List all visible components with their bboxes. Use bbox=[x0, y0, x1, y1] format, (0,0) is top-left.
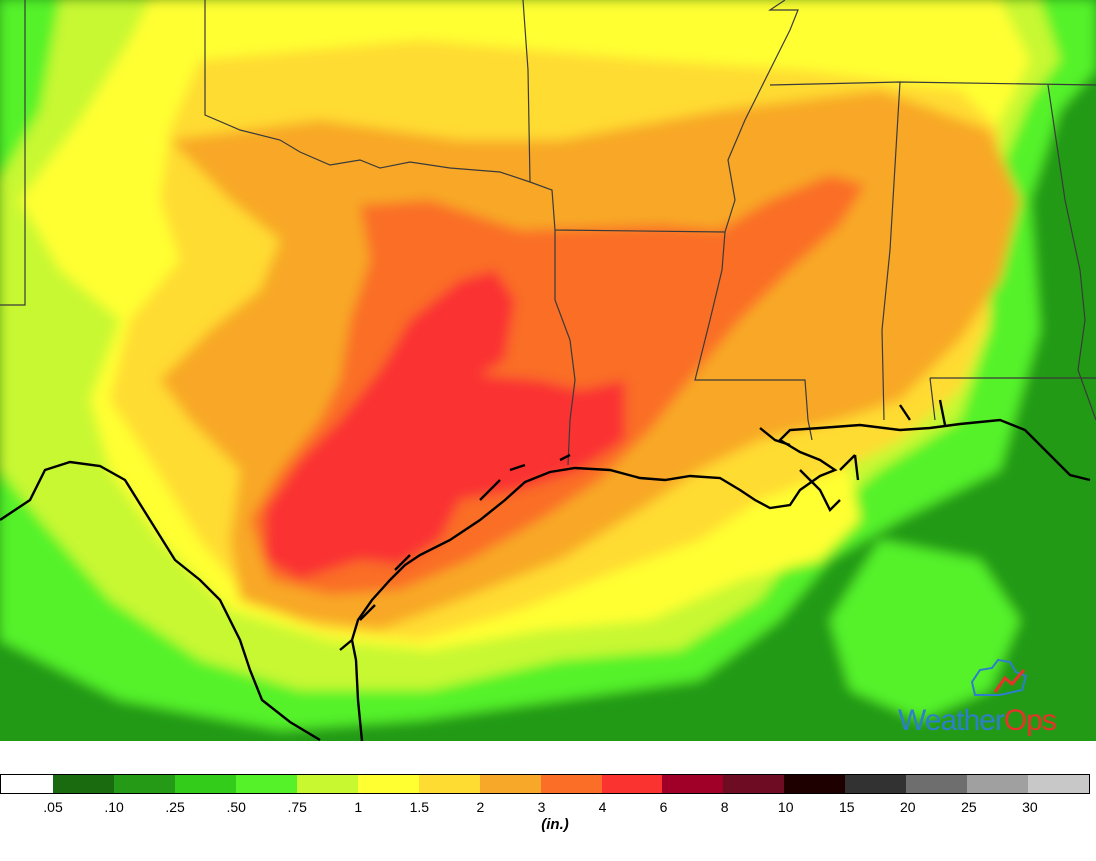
legend-swatch bbox=[723, 775, 785, 793]
precipitation-map: WeatherOps bbox=[0, 0, 1096, 741]
legend-tick-label: 1.5 bbox=[409, 799, 430, 815]
legend-tick-label: 30 bbox=[1022, 799, 1038, 815]
legend-swatch bbox=[235, 775, 297, 793]
legend-swatch bbox=[1, 775, 53, 793]
legend-swatch bbox=[418, 775, 480, 793]
precip-shading-0.50-0.75 bbox=[830, 540, 1020, 720]
legend-tick-label: 8 bbox=[720, 799, 729, 815]
legend-swatch bbox=[967, 775, 1029, 793]
weatherops-logo: WeatherOps bbox=[898, 658, 1057, 737]
legend-tick-label: .10 bbox=[104, 799, 124, 815]
legend-tick-label: 10 bbox=[777, 799, 794, 815]
legend-tick-label: 4 bbox=[598, 799, 607, 815]
legend-swatch bbox=[540, 775, 602, 793]
legend-tick-label: 1 bbox=[354, 799, 363, 815]
legend-tick-label: .25 bbox=[165, 799, 185, 815]
legend-swatch bbox=[1028, 775, 1090, 793]
legend-swatch bbox=[357, 775, 419, 793]
legend-tick-label: 3 bbox=[537, 799, 546, 815]
legend-swatch bbox=[845, 775, 907, 793]
legend-swatch bbox=[601, 775, 663, 793]
state-boundaries bbox=[0, 0, 1096, 466]
legend-tick-label: .50 bbox=[226, 799, 246, 815]
legend-units: (in.) bbox=[541, 816, 569, 833]
cloud-icon bbox=[970, 658, 1028, 696]
legend-swatch bbox=[113, 775, 175, 793]
legend-tick-label: 25 bbox=[961, 799, 977, 815]
legend-swatch bbox=[662, 775, 724, 793]
coastline bbox=[0, 399, 1091, 741]
precip-shading-4-6 bbox=[265, 270, 625, 580]
legend-tick-label: .05 bbox=[43, 799, 63, 815]
logo-text-weather: Weather bbox=[898, 704, 1005, 737]
legend-tick-label: 6 bbox=[659, 799, 668, 815]
logo-text-ops: Ops bbox=[1004, 704, 1056, 737]
legend-tick-label: .75 bbox=[287, 799, 307, 815]
legend-swatch bbox=[479, 775, 541, 793]
legend-tick-label: 2 bbox=[476, 799, 485, 815]
legend-swatch bbox=[296, 775, 358, 793]
legend-swatch bbox=[52, 775, 114, 793]
legend-tick-label: 20 bbox=[900, 799, 916, 815]
legend-tick-label: 15 bbox=[838, 799, 855, 815]
logo-text: WeatherOps bbox=[898, 704, 1056, 737]
chart-arrow-icon bbox=[993, 669, 1026, 693]
legend-colorbar bbox=[0, 774, 1090, 794]
legend-swatch bbox=[784, 775, 846, 793]
legend-swatch bbox=[174, 775, 236, 793]
legend-swatch bbox=[906, 775, 968, 793]
